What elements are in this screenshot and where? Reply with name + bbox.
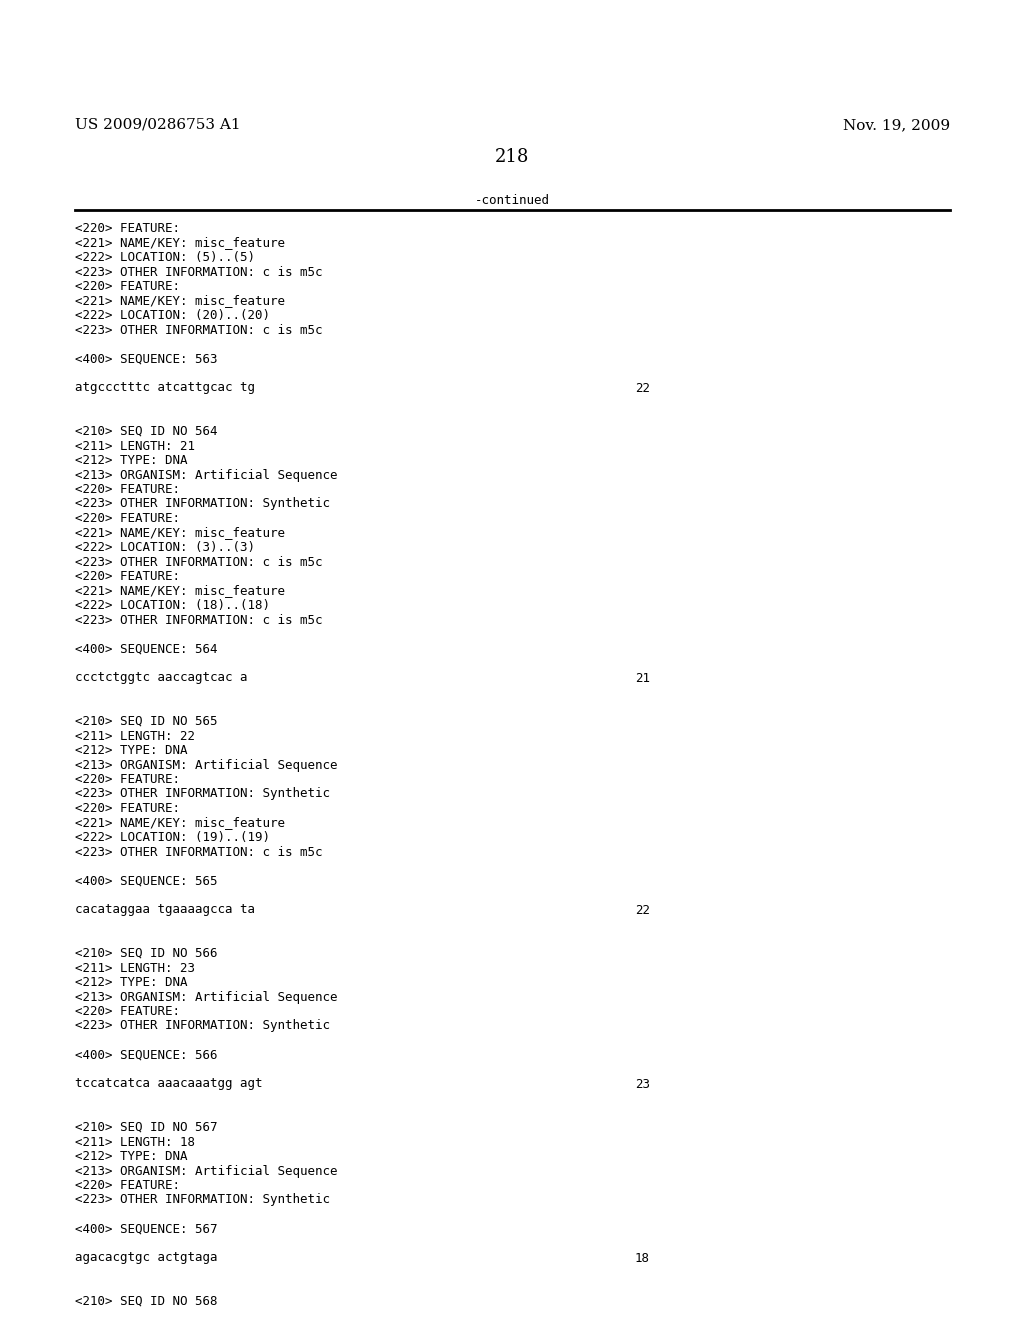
Text: <400> SEQUENCE: 564: <400> SEQUENCE: 564 xyxy=(75,643,217,656)
Text: <223> OTHER INFORMATION: Synthetic: <223> OTHER INFORMATION: Synthetic xyxy=(75,1193,330,1206)
Text: <210> SEQ ID NO 567: <210> SEQ ID NO 567 xyxy=(75,1121,217,1134)
Text: 22: 22 xyxy=(635,903,650,916)
Text: <220> FEATURE:: <220> FEATURE: xyxy=(75,280,180,293)
Text: ccctctggtc aaccagtcac a: ccctctggtc aaccagtcac a xyxy=(75,672,248,685)
Text: Nov. 19, 2009: Nov. 19, 2009 xyxy=(843,117,950,132)
Text: <210> SEQ ID NO 564: <210> SEQ ID NO 564 xyxy=(75,425,217,438)
Text: <220> FEATURE:: <220> FEATURE: xyxy=(75,1005,180,1018)
Text: <213> ORGANISM: Artificial Sequence: <213> ORGANISM: Artificial Sequence xyxy=(75,990,338,1003)
Text: <223> OTHER INFORMATION: c is m5c: <223> OTHER INFORMATION: c is m5c xyxy=(75,323,323,337)
Text: <212> TYPE: DNA: <212> TYPE: DNA xyxy=(75,744,187,756)
Text: <223> OTHER INFORMATION: c is m5c: <223> OTHER INFORMATION: c is m5c xyxy=(75,614,323,627)
Text: <400> SEQUENCE: 563: <400> SEQUENCE: 563 xyxy=(75,352,217,366)
Text: <212> TYPE: DNA: <212> TYPE: DNA xyxy=(75,1150,187,1163)
Text: <213> ORGANISM: Artificial Sequence: <213> ORGANISM: Artificial Sequence xyxy=(75,469,338,482)
Text: 18: 18 xyxy=(635,1251,650,1265)
Text: 21: 21 xyxy=(635,672,650,685)
Text: tccatcatca aaacaaatgg agt: tccatcatca aaacaaatgg agt xyxy=(75,1077,262,1090)
Text: <220> FEATURE:: <220> FEATURE: xyxy=(75,570,180,583)
Text: <222> LOCATION: (19)..(19): <222> LOCATION: (19)..(19) xyxy=(75,832,270,843)
Text: 23: 23 xyxy=(635,1077,650,1090)
Text: <211> LENGTH: 18: <211> LENGTH: 18 xyxy=(75,1135,195,1148)
Text: cacataggaa tgaaaagcca ta: cacataggaa tgaaaagcca ta xyxy=(75,903,255,916)
Text: <223> OTHER INFORMATION: c is m5c: <223> OTHER INFORMATION: c is m5c xyxy=(75,265,323,279)
Text: <220> FEATURE:: <220> FEATURE: xyxy=(75,803,180,814)
Text: <213> ORGANISM: Artificial Sequence: <213> ORGANISM: Artificial Sequence xyxy=(75,1164,338,1177)
Text: <222> LOCATION: (3)..(3): <222> LOCATION: (3)..(3) xyxy=(75,541,255,554)
Text: <210> SEQ ID NO 566: <210> SEQ ID NO 566 xyxy=(75,946,217,960)
Text: <222> LOCATION: (20)..(20): <222> LOCATION: (20)..(20) xyxy=(75,309,270,322)
Text: agacacgtgc actgtaga: agacacgtgc actgtaga xyxy=(75,1251,217,1265)
Text: <400> SEQUENCE: 566: <400> SEQUENCE: 566 xyxy=(75,1048,217,1061)
Text: <211> LENGTH: 21: <211> LENGTH: 21 xyxy=(75,440,195,453)
Text: <223> OTHER INFORMATION: Synthetic: <223> OTHER INFORMATION: Synthetic xyxy=(75,1019,330,1032)
Text: <220> FEATURE:: <220> FEATURE: xyxy=(75,222,180,235)
Text: <221> NAME/KEY: misc_feature: <221> NAME/KEY: misc_feature xyxy=(75,236,285,249)
Text: <221> NAME/KEY: misc_feature: <221> NAME/KEY: misc_feature xyxy=(75,585,285,598)
Text: 218: 218 xyxy=(495,148,529,166)
Text: <211> LENGTH: 22: <211> LENGTH: 22 xyxy=(75,730,195,742)
Text: atgccctttc atcattgcac tg: atgccctttc atcattgcac tg xyxy=(75,381,255,395)
Text: <220> FEATURE:: <220> FEATURE: xyxy=(75,512,180,525)
Text: <211> LENGTH: 23: <211> LENGTH: 23 xyxy=(75,961,195,974)
Text: <223> OTHER INFORMATION: Synthetic: <223> OTHER INFORMATION: Synthetic xyxy=(75,788,330,800)
Text: <400> SEQUENCE: 565: <400> SEQUENCE: 565 xyxy=(75,874,217,887)
Text: <220> FEATURE:: <220> FEATURE: xyxy=(75,483,180,496)
Text: <223> OTHER INFORMATION: c is m5c: <223> OTHER INFORMATION: c is m5c xyxy=(75,846,323,858)
Text: <221> NAME/KEY: misc_feature: <221> NAME/KEY: misc_feature xyxy=(75,294,285,308)
Text: <222> LOCATION: (18)..(18): <222> LOCATION: (18)..(18) xyxy=(75,599,270,612)
Text: <220> FEATURE:: <220> FEATURE: xyxy=(75,774,180,785)
Text: 22: 22 xyxy=(635,381,650,395)
Text: <212> TYPE: DNA: <212> TYPE: DNA xyxy=(75,454,187,467)
Text: <222> LOCATION: (5)..(5): <222> LOCATION: (5)..(5) xyxy=(75,251,255,264)
Text: <213> ORGANISM: Artificial Sequence: <213> ORGANISM: Artificial Sequence xyxy=(75,759,338,771)
Text: <221> NAME/KEY: misc_feature: <221> NAME/KEY: misc_feature xyxy=(75,527,285,540)
Text: -continued: -continued xyxy=(474,194,550,207)
Text: <212> TYPE: DNA: <212> TYPE: DNA xyxy=(75,975,187,989)
Text: <223> OTHER INFORMATION: c is m5c: <223> OTHER INFORMATION: c is m5c xyxy=(75,556,323,569)
Text: <400> SEQUENCE: 567: <400> SEQUENCE: 567 xyxy=(75,1222,217,1236)
Text: <210> SEQ ID NO 568: <210> SEQ ID NO 568 xyxy=(75,1295,217,1308)
Text: US 2009/0286753 A1: US 2009/0286753 A1 xyxy=(75,117,241,132)
Text: <223> OTHER INFORMATION: Synthetic: <223> OTHER INFORMATION: Synthetic xyxy=(75,498,330,511)
Text: <210> SEQ ID NO 565: <210> SEQ ID NO 565 xyxy=(75,715,217,729)
Text: <221> NAME/KEY: misc_feature: <221> NAME/KEY: misc_feature xyxy=(75,817,285,829)
Text: <220> FEATURE:: <220> FEATURE: xyxy=(75,1179,180,1192)
